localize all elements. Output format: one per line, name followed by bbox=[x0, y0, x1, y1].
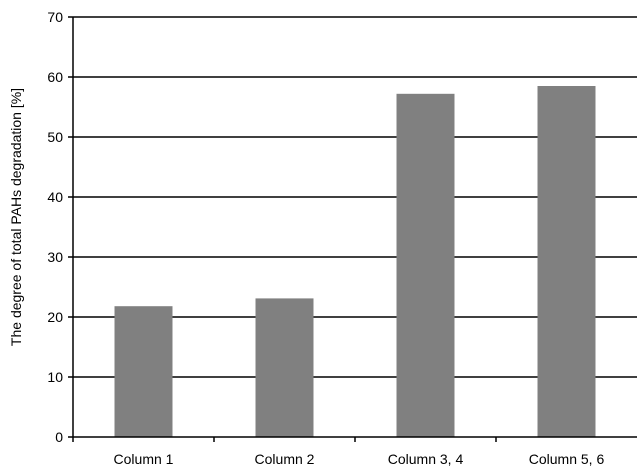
y-tick-label: 20 bbox=[47, 309, 63, 325]
y-tick-label: 70 bbox=[47, 9, 63, 25]
y-tick-label: 40 bbox=[47, 189, 63, 205]
bar bbox=[537, 86, 596, 437]
axes bbox=[68, 16, 637, 442]
x-tick-label: Column 1 bbox=[114, 451, 174, 467]
y-tick-label: 0 bbox=[55, 429, 63, 445]
y-tick-label: 50 bbox=[47, 129, 63, 145]
bar bbox=[396, 93, 455, 438]
y-tick-label: 60 bbox=[47, 69, 63, 85]
y-axis-label: The degree of total PAHs degradation [%] bbox=[8, 88, 24, 346]
x-tick-label: Column 3, 4 bbox=[388, 451, 464, 467]
bars bbox=[114, 86, 596, 438]
x-tick-labels: Column 1 Column 2 Column 3, 4 Column 5, 6 bbox=[114, 451, 605, 467]
y-tick-labels: 0 10 20 30 40 50 60 70 bbox=[47, 9, 63, 445]
y-tick-label: 10 bbox=[47, 369, 63, 385]
bar bbox=[255, 298, 314, 437]
x-tick-label: Column 2 bbox=[255, 451, 315, 467]
x-tick-label: Column 5, 6 bbox=[529, 451, 605, 467]
y-tick-label: 30 bbox=[47, 249, 63, 265]
bar bbox=[114, 306, 173, 437]
